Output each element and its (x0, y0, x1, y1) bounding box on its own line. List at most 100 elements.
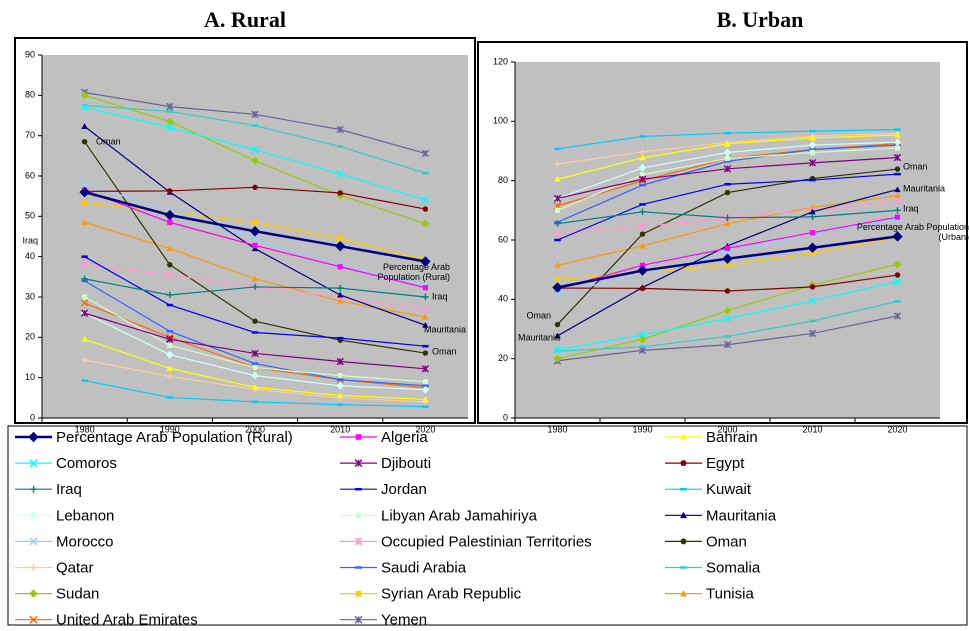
y-tick-label: 120 (493, 56, 508, 66)
marker (552, 282, 563, 293)
marker (252, 242, 258, 248)
marker (639, 242, 646, 249)
marker (724, 262, 731, 268)
marker (680, 511, 687, 519)
annotation: Oman (526, 310, 551, 320)
chart-panel: B. Urban 0 20 40 60 80 100 120 1980 1990 2000 2010 2… (493, 7, 969, 434)
marker (249, 226, 261, 237)
marker (639, 148, 646, 156)
marker (638, 335, 647, 344)
marker (166, 373, 173, 380)
marker (893, 260, 902, 269)
y-tick-label: 80 (498, 175, 508, 185)
marker (336, 381, 345, 390)
legend-item: Qatar (15, 559, 94, 576)
marker (166, 123, 174, 132)
x-tick-label: 2020 (415, 424, 435, 434)
legend-item: Morocco (15, 533, 114, 550)
marker (724, 245, 731, 251)
marker (723, 306, 732, 315)
legend-label: Lebanon (56, 507, 114, 524)
legend-item: Iraq (15, 481, 82, 498)
marker (894, 214, 901, 220)
legend-label: Djibouti (381, 455, 431, 472)
marker (336, 125, 344, 134)
y-tick-label: 20 (25, 332, 35, 342)
marker (553, 230, 562, 238)
legend-label: Tunisia (706, 586, 754, 603)
marker (81, 356, 88, 364)
marker (680, 433, 687, 440)
y-tick-label: 30 (25, 291, 35, 301)
marker (421, 149, 430, 158)
legend-label: Libyan Arab Jamahiriya (381, 507, 538, 524)
marker (638, 346, 647, 355)
legend-label: Percentage Arab Population (Rural) (56, 429, 293, 446)
marker (894, 272, 901, 278)
legend-item: Yemen (340, 612, 427, 629)
y-tick-label: 60 (25, 170, 35, 180)
marker (29, 511, 38, 520)
legend-label: Comoros (56, 455, 117, 472)
marker (252, 219, 258, 225)
annotation: Mauritania (518, 332, 560, 342)
marker (554, 276, 561, 283)
marker (554, 332, 561, 339)
legend-item: Bahrain (665, 429, 758, 446)
annotation: Iraq (903, 203, 919, 213)
marker (80, 309, 89, 317)
marker (336, 170, 344, 178)
legend-item: Libyan Arab Jamahiriya (340, 507, 538, 524)
annotation: Oman (432, 346, 457, 356)
x-tick-label: 2020 (887, 424, 907, 434)
marker (251, 275, 259, 282)
marker (893, 153, 902, 162)
marker (420, 256, 431, 267)
marker (166, 102, 174, 111)
legend-label: Algeria (381, 429, 428, 446)
legend-item: Oman (665, 533, 747, 550)
x-tick-label: 1980 (547, 424, 567, 434)
legend-item: United Arab Emirates (15, 612, 198, 629)
legend-label: Oman (706, 533, 747, 550)
marker (80, 180, 89, 188)
legend-item: Somalia (665, 559, 761, 576)
marker (723, 249, 732, 258)
marker (336, 357, 344, 366)
legend-label: Sudan (56, 586, 99, 603)
marker (894, 186, 901, 193)
annotation-box: Percentage Arab Population (Urban) (857, 222, 969, 242)
x-tick-label: 1990 (632, 424, 652, 434)
marker (893, 138, 902, 147)
marker (553, 354, 562, 363)
marker (166, 335, 174, 344)
marker (808, 329, 817, 338)
marker (554, 262, 561, 268)
marker (554, 160, 561, 168)
marker (894, 207, 901, 214)
legend-item: Egypt (665, 455, 745, 472)
marker (30, 564, 37, 571)
marker (422, 379, 428, 385)
marker (81, 336, 88, 342)
marker (251, 384, 259, 390)
x-tick-label: 2010 (330, 424, 350, 434)
marker (894, 192, 901, 199)
legend-item: Lebanon (15, 507, 114, 524)
marker (167, 188, 173, 194)
marker (337, 235, 343, 242)
marker (30, 485, 37, 493)
y-tick-label: 40 (498, 294, 508, 304)
marker (165, 117, 174, 126)
annotation: Oman (96, 136, 121, 146)
marker (639, 262, 646, 268)
marker (167, 262, 173, 268)
legend-label: Jordan (381, 481, 427, 498)
marker (422, 396, 429, 403)
legend-frame (7, 425, 968, 626)
marker (639, 208, 646, 216)
marker (893, 277, 902, 286)
annotation: Mauritania (424, 324, 466, 334)
marker (809, 149, 816, 156)
marker (251, 156, 259, 165)
